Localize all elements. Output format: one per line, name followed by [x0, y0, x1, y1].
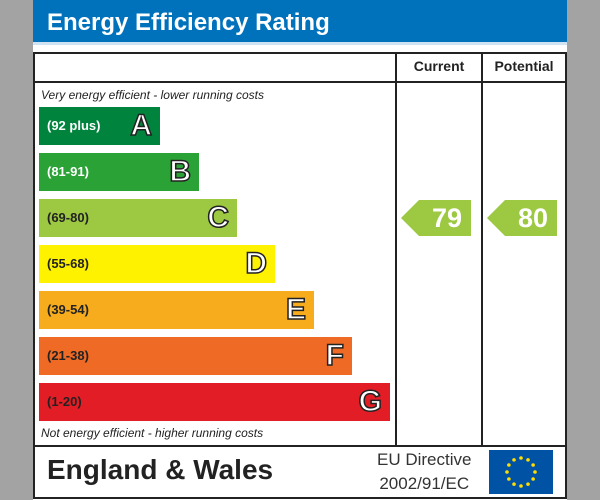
star-icon: [505, 470, 509, 474]
star-icon: [526, 458, 530, 462]
band-letter: B: [169, 154, 192, 189]
band-letter: E: [285, 292, 307, 327]
band-range: (81-91): [47, 164, 89, 179]
band-range: (21-38): [47, 348, 89, 363]
band-f: (21-38) F: [39, 337, 352, 375]
star-icon: [507, 463, 511, 467]
directive-line2: 2002/91/EC: [379, 474, 470, 493]
band-range: (39-54): [47, 302, 89, 317]
band-range: (1-20): [47, 394, 82, 409]
band-letter: A: [130, 108, 153, 143]
potential-rating-value: 80: [517, 203, 549, 233]
bottom-note: Not energy efficient - higher running co…: [41, 426, 264, 440]
band-range: (92 plus): [47, 118, 101, 133]
eu-directive: EU Directive 2002/91/EC: [377, 448, 471, 496]
directive-line1: EU Directive: [377, 450, 472, 469]
epc-chart: Energy Efficiency Rating Current Potenti…: [33, 0, 567, 500]
star-icon: [519, 484, 523, 488]
star-icon: [512, 482, 516, 486]
divider: [35, 445, 565, 447]
potential-rating-arrow: 80: [487, 200, 557, 236]
current-rating-value: 79: [431, 203, 463, 233]
star-icon: [519, 456, 523, 460]
star-icon: [512, 458, 516, 462]
column-potential: Potential: [494, 58, 554, 74]
star-icon: [531, 477, 535, 481]
star-icon: [531, 463, 535, 467]
star-icon: [507, 477, 511, 481]
star-icon: [533, 470, 537, 474]
band-letter: F: [325, 338, 345, 373]
country-label: England & Wales: [47, 454, 274, 485]
band-range: (69-80): [47, 210, 89, 225]
divider: [35, 81, 565, 83]
band-letter: G: [358, 384, 383, 419]
top-note: Very energy efficient - lower running co…: [41, 88, 264, 102]
band-range: (55-68): [47, 256, 89, 271]
band-b: (81-91) B: [39, 153, 199, 191]
band-d: (55-68) D: [39, 245, 275, 283]
divider: [481, 54, 483, 447]
column-current: Current: [413, 58, 465, 74]
star-icon: [526, 482, 530, 486]
current-rating-arrow: 79: [401, 200, 471, 236]
band-e: (39-54) E: [39, 291, 314, 329]
chart-title: Energy Efficiency Rating: [33, 0, 567, 45]
band-letter: C: [207, 200, 230, 235]
band-a: (92 plus) A: [39, 107, 160, 145]
band-g: (1-20) G: [39, 383, 390, 421]
band-letter: D: [245, 246, 268, 281]
divider: [395, 54, 397, 447]
eu-flag-icon: [489, 450, 553, 494]
rating-table: Current Potential Very energy efficient …: [33, 52, 567, 499]
band-c: (69-80) C: [39, 199, 237, 237]
